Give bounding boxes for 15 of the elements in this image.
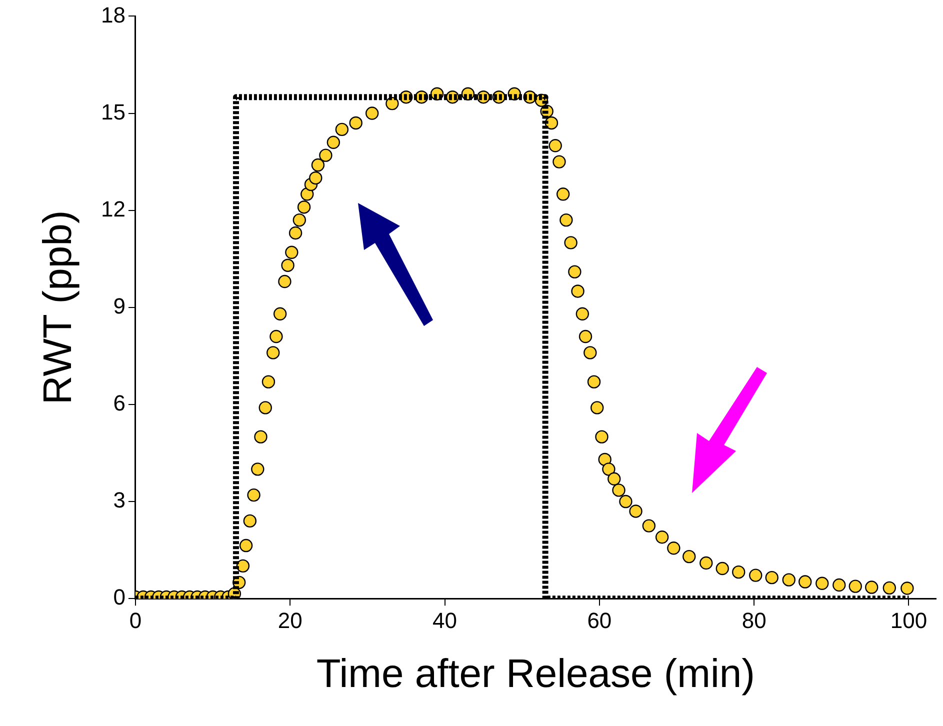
x-tick-label: 80 — [742, 608, 766, 633]
y-axis-title: RWT (ppb) — [36, 210, 80, 404]
y-tick-label: 6 — [113, 390, 126, 416]
y-tick-label: 9 — [113, 293, 126, 318]
x-tick-label: 20 — [278, 608, 302, 633]
y-tick-label: 0 — [113, 584, 126, 610]
x-axis-title: Time after Release (min) — [316, 652, 755, 696]
y-tick-label: 12 — [100, 196, 126, 222]
y-tick-label: 18 — [100, 2, 126, 28]
x-tick-label: 100 — [890, 608, 928, 633]
x-tick-label: 60 — [587, 608, 612, 633]
y-tick-label: 15 — [100, 99, 126, 124]
y-tick-label: 3 — [113, 488, 126, 513]
x-tick-label: 40 — [432, 608, 458, 633]
x-tick-label: 0 — [129, 608, 142, 633]
